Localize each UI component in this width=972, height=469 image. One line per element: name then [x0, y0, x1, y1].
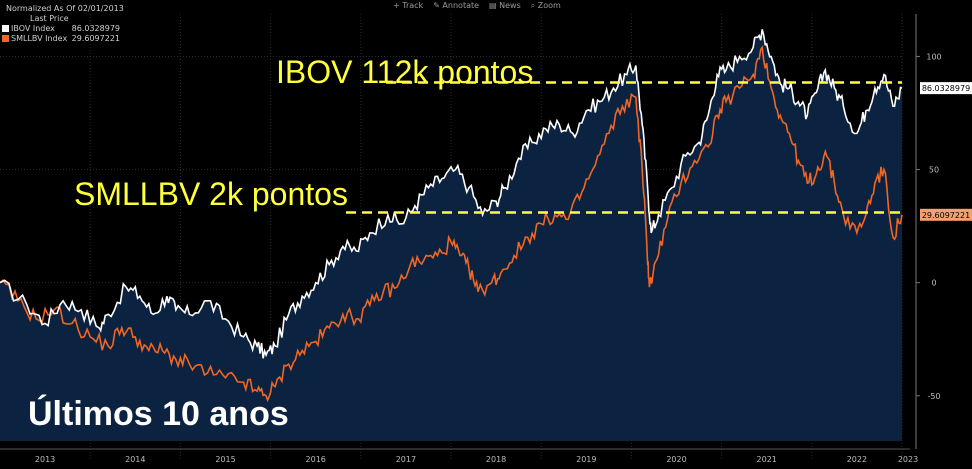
legend-subheader: Last Price	[30, 14, 69, 23]
badge-value: 86.0328979	[922, 84, 970, 93]
x-tick-label: 2022	[847, 455, 867, 464]
x-tick-label: 2014	[125, 455, 145, 464]
annotate-button[interactable]: ✎ Annotate	[433, 1, 480, 10]
legend-smllbv-value: 29.6097221	[71, 34, 120, 43]
smllbv-annotation: SMLLBV 2k pontos	[74, 176, 348, 212]
legend-ibov-value: 86.0328979	[71, 24, 120, 33]
zoom-button[interactable]: ⌕ Zoom	[530, 1, 561, 10]
ibov-swatch	[2, 25, 9, 32]
news-button[interactable]: ▤ News	[489, 1, 521, 10]
badge-bg	[920, 82, 972, 95]
legend-row-smllbv[interactable]: SMLLBV Index 29.6097221	[2, 34, 120, 44]
legend-ibov-name: IBOV Index	[11, 24, 55, 33]
chart-toolbar: + Track ✎ Annotate ▤ News ⌕ Zoom	[393, 1, 561, 11]
last-price-badges: 86.0328979 29.6097221	[920, 82, 972, 221]
y-tick-label: 100	[926, 52, 941, 61]
x-tick-label: 2018	[486, 455, 506, 464]
x-tick-label: 2020	[666, 455, 686, 464]
ibov-annotation: IBOV 112k pontos	[276, 54, 534, 90]
ibov-area-fill	[0, 29, 902, 442]
x-tick-label: 2017	[396, 455, 416, 464]
badge-bg	[920, 208, 972, 221]
y-tick-label: 0	[931, 279, 936, 288]
smllbv-last-badge: 29.6097221	[920, 208, 972, 221]
smllbv-swatch	[2, 35, 9, 42]
smllbv-series-line	[0, 45, 903, 403]
ibov-series-line	[0, 29, 903, 359]
y-tick-label: 50	[929, 166, 939, 175]
x-tick-label: 2013	[35, 455, 55, 464]
ibov-last-badge: 86.0328979	[920, 82, 972, 95]
x-tick-label: 2016	[306, 455, 326, 464]
x-tick-label: 2019	[576, 455, 596, 464]
badge-value: 29.6097221	[922, 211, 970, 220]
y-axis-ticks: 100 50 0 -50	[916, 52, 942, 401]
x-tick-label: 2023	[898, 455, 918, 464]
legend-row-ibov[interactable]: IBOV Index 86.0328979	[2, 24, 120, 34]
track-button[interactable]: + Track	[393, 1, 424, 10]
chart-legend: Normalized As Of 02/01/2013 Last Price I…	[2, 4, 124, 44]
x-tick-label: 2021	[757, 455, 777, 464]
legend-smllbv-name: SMLLBV Index	[11, 34, 68, 43]
period-caption: Últimos 10 anos	[28, 395, 289, 433]
legend-header: Normalized As Of 02/01/2013	[6, 4, 124, 13]
reference-lines	[346, 81, 902, 214]
x-axis-ticks: 2013 2014 2015 2016 2017 2018 2019 2020 2021 2022…	[0, 448, 918, 464]
y-tick-label: -50	[927, 392, 940, 401]
x-tick-label: 2015	[215, 455, 235, 464]
